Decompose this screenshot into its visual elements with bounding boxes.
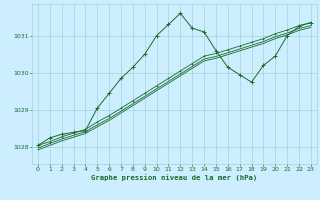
X-axis label: Graphe pression niveau de la mer (hPa): Graphe pression niveau de la mer (hPa) bbox=[91, 174, 258, 181]
